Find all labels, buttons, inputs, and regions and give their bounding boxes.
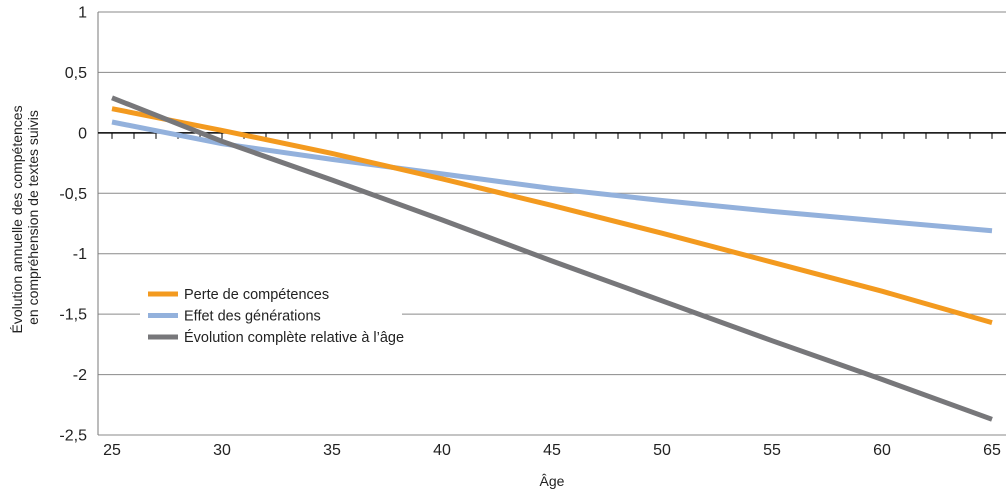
y-tick-label: -2,5 bbox=[59, 428, 87, 445]
y-tick-label: -2 bbox=[73, 367, 87, 384]
y-tick-label: 1 bbox=[78, 5, 87, 22]
x-tick-label: 35 bbox=[323, 442, 341, 459]
series-line-3 bbox=[111, 95, 993, 422]
x-tick-label: 60 bbox=[873, 442, 891, 459]
y-tick-label: -1,5 bbox=[59, 307, 87, 324]
legend-label-1: Perte de compétences bbox=[184, 287, 329, 303]
y-axis-title-line-1: Évolution annuelle des compétences bbox=[9, 105, 25, 333]
gridlines bbox=[98, 11, 1006, 436]
y-axis-title: Évolution annuelle des compétences en co… bbox=[9, 102, 41, 334]
x-tick-label: 30 bbox=[213, 442, 231, 459]
legend-box bbox=[140, 283, 402, 351]
y-tick-label: 0,5 bbox=[65, 65, 87, 82]
series-line-2 bbox=[111, 119, 993, 234]
x-tick-label: 50 bbox=[653, 442, 671, 459]
legend-label-3: Évolution complète relative à l’âge bbox=[184, 329, 404, 346]
legend: Perte de compétences Effet des génération… bbox=[140, 283, 404, 351]
axes bbox=[97, 12, 1006, 435]
y-tick-label: -1 bbox=[73, 246, 87, 263]
y-tick-label: 0 bbox=[78, 125, 87, 142]
series-line-1 bbox=[111, 106, 993, 326]
x-tick-label: 65 bbox=[983, 442, 1001, 459]
x-tick-label: 55 bbox=[763, 442, 781, 459]
x-tick-label: 25 bbox=[103, 442, 121, 459]
tick-labels: 1 0,5 0 -0,5 -1 -1,5 -2 -2,5 25 30 35 40 45 50 55 60 65 bbox=[59, 5, 1001, 460]
x-tick-label: 45 bbox=[543, 442, 561, 459]
x-tick-label: 40 bbox=[433, 442, 451, 459]
legend-label-2: Effet des générations bbox=[184, 309, 321, 325]
y-axis-title-line-2: en compréhension de textes suivis bbox=[25, 110, 41, 325]
x-axis-title: Âge bbox=[540, 473, 565, 489]
y-tick-label: -0,5 bbox=[59, 186, 87, 203]
series-lines bbox=[111, 95, 993, 422]
